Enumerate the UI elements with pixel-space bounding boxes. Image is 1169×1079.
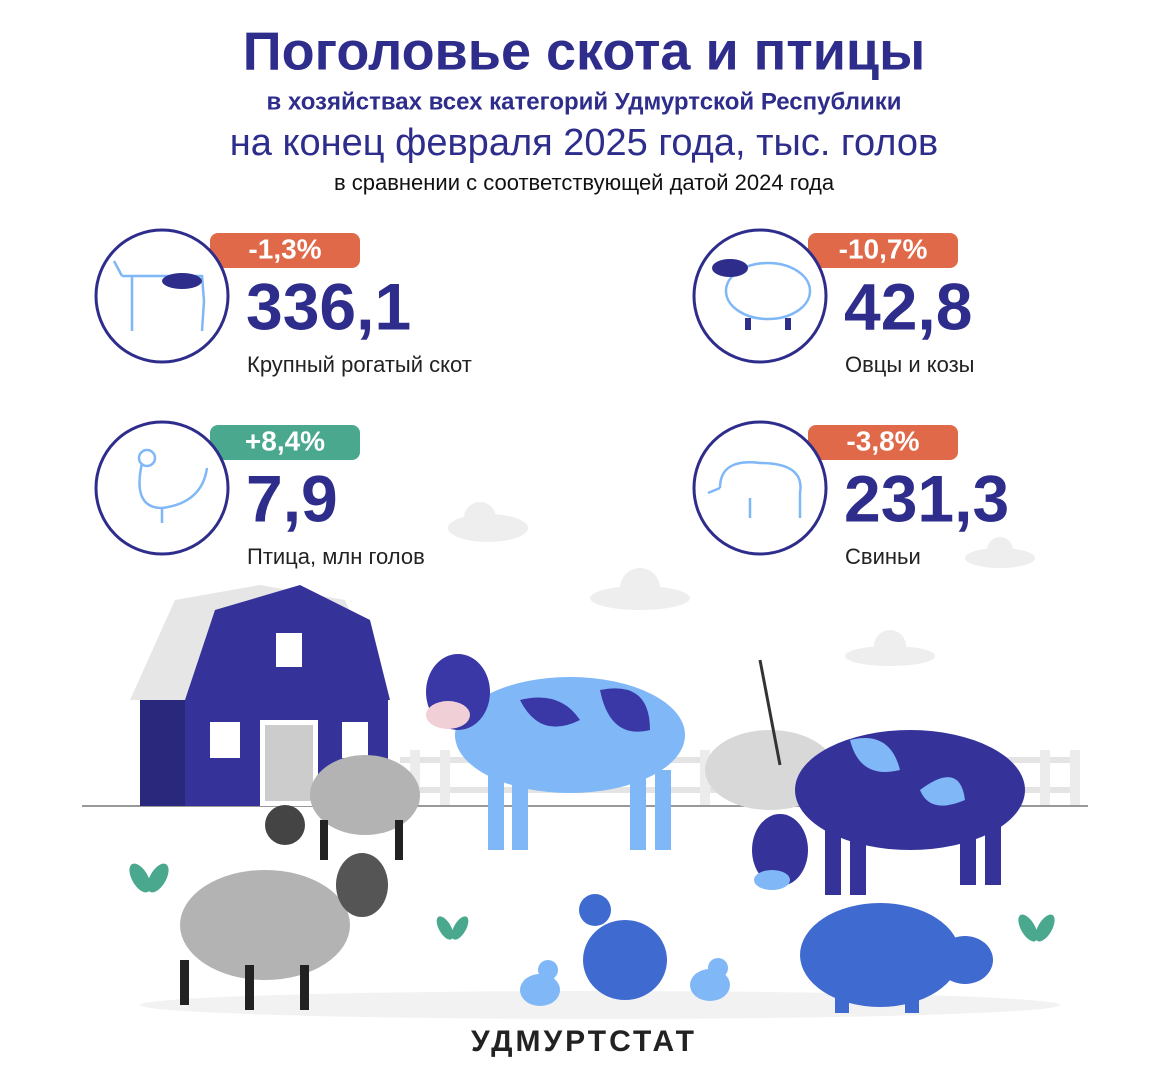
icon-shape — [112, 260, 206, 332]
subtitle: на конец февраля 2025 года, тыс. голов — [230, 122, 938, 164]
animal-icon — [137, 448, 209, 523]
icon-circle — [94, 228, 230, 364]
subtitle: в хозяйствах всех категорий Удмуртской Р… — [267, 88, 902, 115]
change-value: -3,8% — [846, 425, 919, 456]
animal-icon — [712, 259, 812, 330]
stat-value: 42,8 — [844, 269, 972, 343]
stat-item: +8,4% 7,9 Птица, млн голов — [94, 420, 425, 569]
icon-head — [712, 259, 748, 277]
stat-label: Крупный рогатый скот — [247, 352, 472, 377]
icon-spot — [162, 273, 202, 289]
change-badge — [210, 425, 360, 460]
icon-head — [137, 448, 157, 468]
icon-circle — [692, 420, 828, 556]
stat-label: Свиньи — [845, 544, 921, 569]
footer: УДМУРТСТАТ — [471, 1025, 697, 1058]
icon-shape — [724, 261, 812, 321]
change-badge — [808, 233, 958, 268]
icon-legs — [745, 318, 791, 330]
animal-icon — [707, 461, 802, 518]
change-value: +8,4% — [245, 425, 325, 456]
change-value: -1,3% — [248, 233, 321, 264]
icon-circle — [692, 228, 828, 364]
stat-item: -1,3% 336,1 Крупный рогатый скот — [94, 228, 472, 377]
title: Поголовье скота и птицы — [243, 21, 925, 81]
farm-scene — [82, 585, 1088, 1019]
change-badge — [210, 233, 360, 268]
stat-value: 336,1 — [246, 269, 411, 343]
icon-shape — [138, 462, 209, 523]
change-value: -10,7% — [839, 233, 928, 264]
clouds — [448, 502, 1035, 666]
stat-value: 7,9 — [246, 461, 338, 535]
subtitle: в сравнении с соответствующей датой 2024… — [334, 170, 835, 195]
animal-icon — [112, 260, 206, 332]
change-badge — [808, 425, 958, 460]
stat-value: 231,3 — [844, 461, 1009, 535]
icon-shape — [707, 461, 802, 518]
stat-label: Птица, млн голов — [247, 544, 425, 569]
stat-item: -3,8% 231,3 Свиньи — [692, 420, 1009, 569]
icon-circle — [94, 420, 230, 556]
stat-item: -10,7% 42,8 Овцы и козы — [692, 228, 975, 377]
stat-label: Овцы и козы — [845, 352, 975, 377]
